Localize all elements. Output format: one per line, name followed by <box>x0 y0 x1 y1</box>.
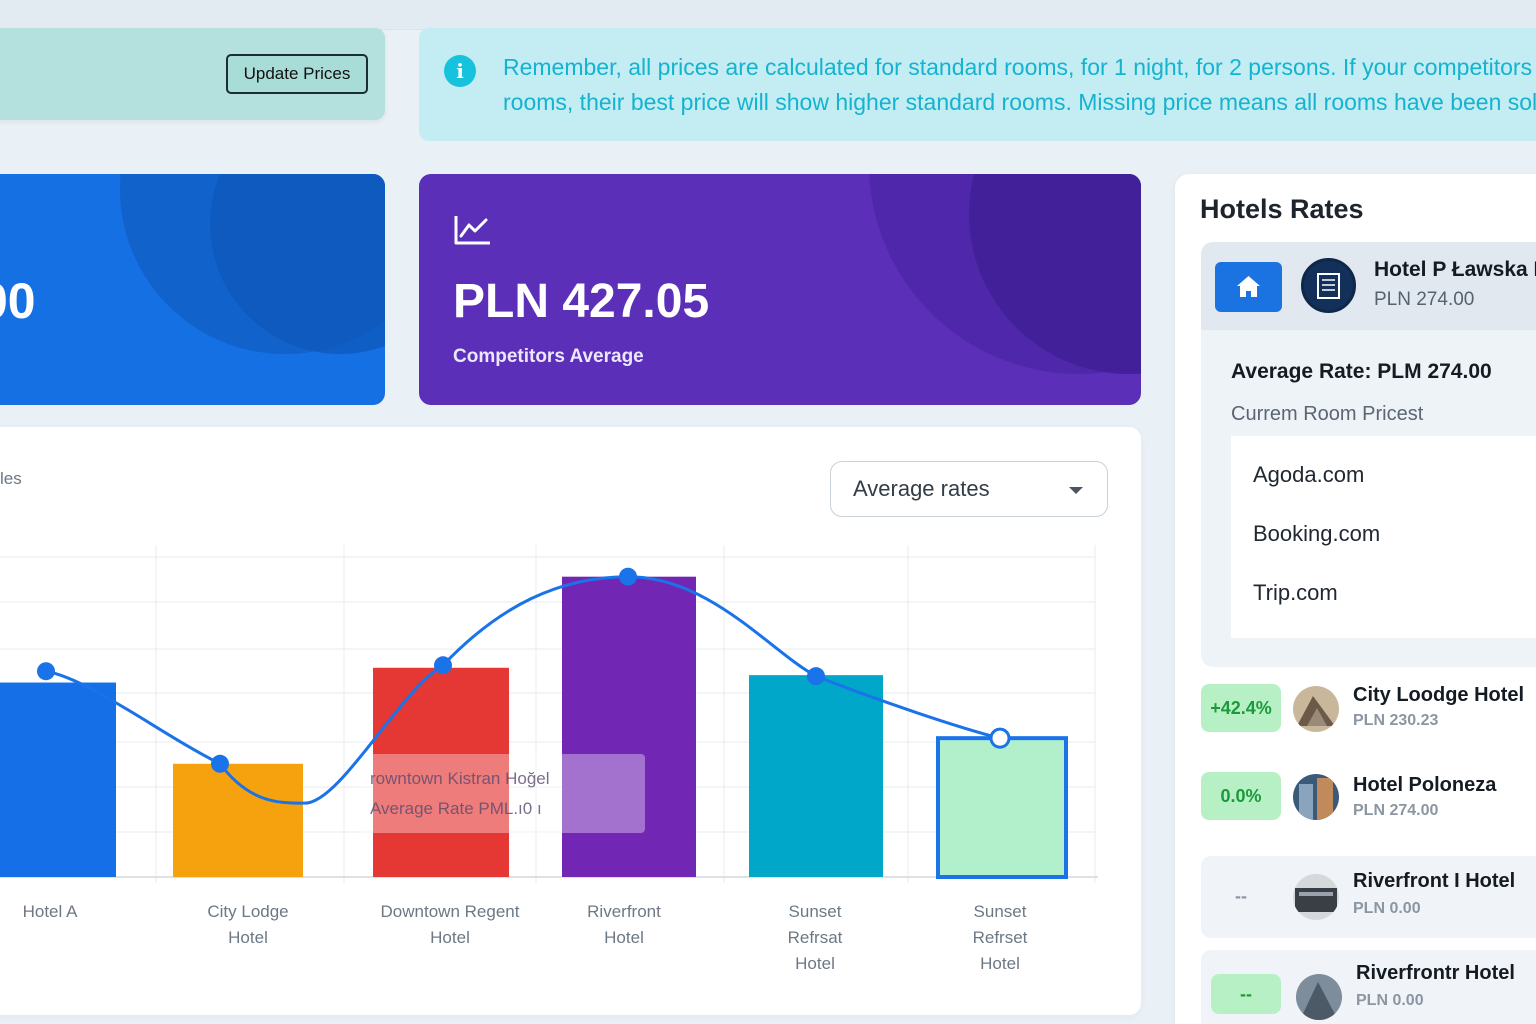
change-badge: +42.4% <box>1201 684 1281 732</box>
competitor-price: PLN 230.23 <box>1353 712 1439 729</box>
top-strip <box>0 0 1536 30</box>
line-point <box>211 754 229 773</box>
change-badge: 0.0% <box>1201 772 1281 820</box>
hotel-avatar <box>1293 874 1339 920</box>
ota-item-booking[interactable]: Booking.com <box>1253 521 1381 546</box>
chart-section-label: les <box>0 469 22 488</box>
hotels-rates-panel: Hotels Rates Hotel P Ławska H PLN 274.00… <box>1175 174 1536 1024</box>
x-tick-label: Hotel <box>980 954 1020 973</box>
rates-chart-card: les Average rates rowntown Kistran Hoğel… <box>0 427 1141 1015</box>
chart-tooltip <box>358 754 645 833</box>
x-tick-label: Riverfront <box>587 902 661 921</box>
chart-bar <box>173 763 303 877</box>
chart-bar <box>562 576 696 877</box>
home-button[interactable] <box>1215 262 1282 312</box>
chevron-down-icon <box>1069 487 1083 494</box>
hotel-avatar <box>1293 774 1339 820</box>
tooltip-title: rowntown Kistran Hoğel <box>370 769 550 788</box>
own-hotel-price: PLN 274.00 <box>1374 289 1475 310</box>
x-tick-label: Hotel <box>228 928 268 947</box>
ota-item-agoda[interactable]: Agoda.com <box>1253 462 1365 487</box>
competitor-row[interactable]: -- Riverfrontr Hotel PLN 0.00 <box>1201 950 1536 1024</box>
ota-item-trip[interactable]: Trip.com <box>1253 580 1338 605</box>
competitors-average-value: PLN 427.05 <box>453 275 710 328</box>
line-point <box>37 662 55 681</box>
x-tick-label: Sunset <box>789 902 842 921</box>
own-hotel-header: Hotel P Ławska H PLN 274.00 <box>1201 242 1536 330</box>
rates-bar-chart: rowntown Kistran Hoğel Average Rate PML.ı… <box>0 545 1098 973</box>
own-price-card: 00 <box>0 174 385 405</box>
update-prices-card: Update Prices <box>0 28 385 120</box>
x-tick-label: City Lodge <box>207 902 288 921</box>
competitor-name: City Loodge Hotel <box>1353 684 1525 706</box>
competitor-row[interactable]: -- Riverfront I Hotel PLN 0.00 <box>1201 856 1536 938</box>
x-tick-label: Sunset <box>974 902 1027 921</box>
info-line-2: rooms, their best price will show higher… <box>503 89 1536 115</box>
info-banner: i Remember, all prices are calculated fo… <box>419 28 1536 141</box>
chart-metric-dropdown[interactable]: Average rates <box>830 461 1108 517</box>
x-tick-label: Hotel A <box>23 902 78 921</box>
change-badge: -- <box>1235 886 1247 906</box>
chart-bar <box>0 682 116 877</box>
info-text: Remember, all prices are calculated for … <box>503 50 1536 120</box>
own-hotel-name: Hotel P Ławska H <box>1374 258 1536 281</box>
current-room-prices-label: Currem Room Pricest <box>1231 403 1424 425</box>
line-point <box>619 567 637 586</box>
competitor-row[interactable]: 0.0% Hotel Poloneza PLN 274.00 <box>1201 764 1536 846</box>
hotel-avatar <box>1296 974 1342 1020</box>
hotel-logo-icon <box>1301 258 1356 313</box>
chart-bar <box>936 736 1068 879</box>
competitor-name: Hotel Poloneza <box>1353 774 1497 796</box>
competitors-average-card: PLN 427.05 Competitors Average <box>419 174 1141 405</box>
update-prices-button[interactable]: Update Prices <box>226 54 368 94</box>
line-point <box>807 667 825 686</box>
competitor-price: PLN 0.00 <box>1353 900 1421 917</box>
competitor-name: Riverfrontr Hotel <box>1356 962 1515 984</box>
chart-bar <box>749 675 883 877</box>
trend-chart-icon <box>454 216 490 245</box>
info-line-1: Remember, all prices are calculated for … <box>503 54 1536 80</box>
competitor-name: Riverfront I Hotel <box>1353 870 1516 892</box>
competitor-row[interactable]: +42.4% City Loodge Hotel PLN 230.23 <box>1201 674 1536 756</box>
chart-bar <box>373 667 509 877</box>
ota-list: Agoda.com Booking.com Trip.com <box>1231 436 1536 638</box>
average-rate: Average Rate: PLM 274.00 <box>1231 360 1492 383</box>
competitors-average-label: Competitors Average <box>453 346 644 367</box>
x-tick-label: Hotel <box>430 928 470 947</box>
dropdown-selected-value: Average rates <box>853 476 990 501</box>
tooltip-value: Average Rate PML.ı0 ı <box>370 799 542 818</box>
info-icon: i <box>444 55 476 87</box>
own-price-value: 00 <box>0 273 36 329</box>
change-badge: -- <box>1211 974 1281 1014</box>
x-tick-label: Hotel <box>795 954 835 973</box>
x-tick-label: Refrset <box>973 928 1028 947</box>
home-icon <box>1237 276 1260 297</box>
x-tick-label: Refrsat <box>788 928 843 947</box>
competitor-price: PLN 0.00 <box>1356 992 1424 1009</box>
line-point <box>434 656 452 675</box>
x-tick-label: Hotel <box>604 928 644 947</box>
hotel-avatar <box>1293 686 1339 732</box>
x-tick-label: Downtown Regent <box>381 902 520 921</box>
hotels-rates-title: Hotels Rates <box>1200 194 1364 224</box>
competitor-price: PLN 274.00 <box>1353 802 1439 819</box>
own-hotel-box: Hotel P Ławska H PLN 274.00 Average Rate… <box>1201 242 1536 667</box>
line-point <box>989 727 1011 749</box>
